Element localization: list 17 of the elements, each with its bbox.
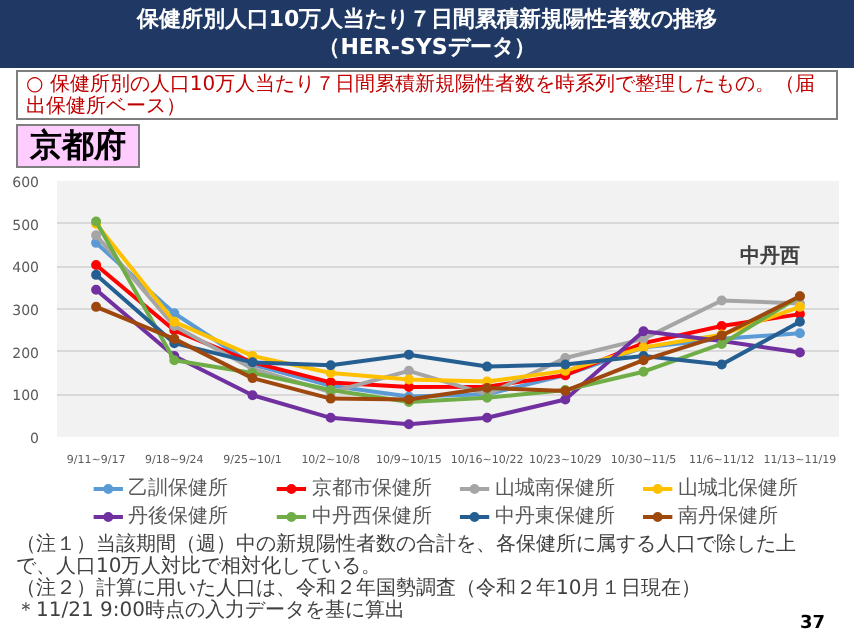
chart-title: 保健所別人口10万人当たり７日間累積新規陽性者数の推移 — [136, 6, 718, 32]
chart-subtitle: （HER-SYSデータ） — [318, 34, 536, 60]
text: ○ 保健所別の人口10万人当たり７日間累積新規陽性者数を時系列で整理したもの。（届出保健所ベース） — [26, 74, 818, 118]
legend-label: 中丹東保健所 — [494, 504, 615, 528]
text: 37 — [800, 612, 826, 638]
annotation: 中丹西 — [739, 244, 800, 269]
legend-label: 南丹保健所 — [677, 504, 778, 528]
legend-label: 乙訓保健所 — [128, 476, 229, 500]
legend-label: 山城北保健所 — [677, 476, 798, 500]
text: （注２）計算に用いた人口は、令和２年国勢調査（令和２年10月１日現在） — [16, 578, 702, 600]
text: ＊11/21 9:00時点の入力データを基に算出 — [16, 600, 405, 622]
legend-label: 中丹西保健所 — [311, 504, 432, 528]
text: 京都府 — [30, 126, 126, 166]
text: （注１）当該期間（週）中の新規陽性者数の合計を、各保健所に属する人口で除した上で、人口10万人対比で相対化している。 — [16, 534, 796, 578]
legend-label: 京都市保健所 — [311, 476, 432, 500]
legend-label: 丹後保健所 — [128, 504, 229, 528]
legend-label: 山城南保健所 — [494, 476, 615, 500]
